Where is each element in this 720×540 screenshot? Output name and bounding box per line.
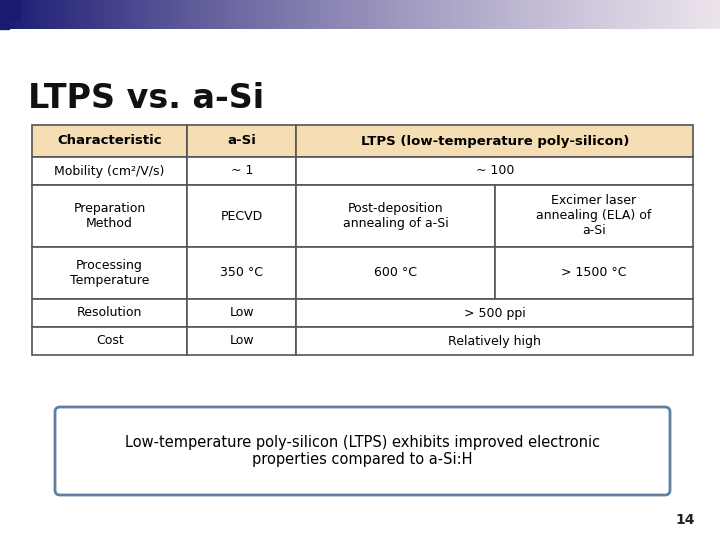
- Bar: [32, 299, 187, 327]
- Text: Cost: Cost: [96, 334, 124, 348]
- Bar: [32, 125, 187, 157]
- FancyBboxPatch shape: [55, 407, 670, 495]
- Bar: [32, 327, 187, 355]
- Text: Characteristic: Characteristic: [58, 134, 162, 147]
- Bar: [187, 185, 297, 247]
- Bar: [0, 0, 20, 20]
- Text: LTPS vs. a-Si: LTPS vs. a-Si: [28, 82, 264, 115]
- Bar: [495, 247, 693, 299]
- Bar: [32, 185, 187, 247]
- Text: ~ 100: ~ 100: [475, 165, 514, 178]
- Text: Low: Low: [230, 307, 254, 320]
- Bar: [297, 327, 693, 355]
- Text: 14: 14: [675, 513, 695, 527]
- Bar: [187, 157, 297, 185]
- Text: Mobility (cm²/V/s): Mobility (cm²/V/s): [55, 165, 165, 178]
- Bar: [187, 247, 297, 299]
- Text: Preparation
Method: Preparation Method: [73, 202, 145, 230]
- Text: Relatively high: Relatively high: [449, 334, 541, 348]
- Bar: [297, 157, 693, 185]
- Bar: [0, 0, 9, 29]
- Text: ~ 1: ~ 1: [230, 165, 253, 178]
- Text: LTPS (low-temperature poly-silicon): LTPS (low-temperature poly-silicon): [361, 134, 629, 147]
- Text: Low: Low: [230, 334, 254, 348]
- Text: Resolution: Resolution: [77, 307, 143, 320]
- Bar: [495, 185, 693, 247]
- Bar: [32, 157, 187, 185]
- Text: Post-deposition
annealing of a-Si: Post-deposition annealing of a-Si: [343, 202, 449, 230]
- Bar: [187, 327, 297, 355]
- Bar: [187, 125, 297, 157]
- Text: Low-temperature poly-silicon (LTPS) exhibits improved electronic
properties comp: Low-temperature poly-silicon (LTPS) exhi…: [125, 435, 600, 467]
- Text: > 500 ppi: > 500 ppi: [464, 307, 526, 320]
- Text: Excimer laser
annealing (ELA) of
a-Si: Excimer laser annealing (ELA) of a-Si: [536, 194, 652, 238]
- Bar: [32, 247, 187, 299]
- Text: a-Si: a-Si: [228, 134, 256, 147]
- Bar: [187, 299, 297, 327]
- Text: Processing
Temperature: Processing Temperature: [70, 259, 149, 287]
- Bar: [297, 125, 693, 157]
- Bar: [297, 247, 495, 299]
- Bar: [297, 185, 495, 247]
- Text: 350 °C: 350 °C: [220, 267, 264, 280]
- Text: > 1500 °C: > 1500 °C: [561, 267, 626, 280]
- Text: PECVD: PECVD: [221, 210, 263, 222]
- Bar: [297, 299, 693, 327]
- Text: 600 °C: 600 °C: [374, 267, 417, 280]
